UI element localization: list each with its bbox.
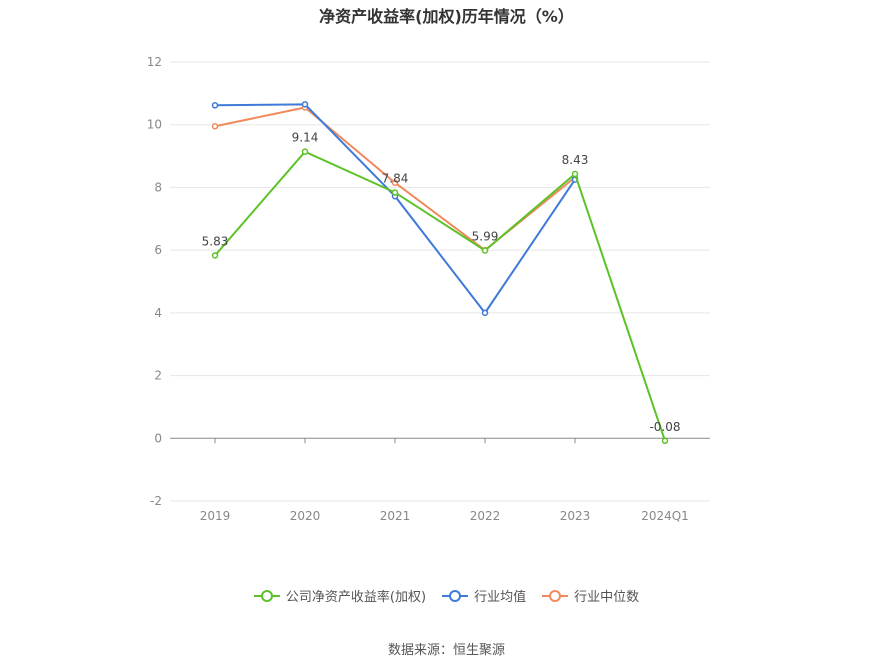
legend-label: 行业中位数	[574, 590, 640, 605]
data-point	[661, 437, 669, 445]
chart-title: 净资产收益率(加权)历年情况（%）	[319, 7, 574, 26]
x-tick-label: 2021	[380, 509, 411, 523]
series-line	[214, 150, 666, 442]
y-tick-label: 2	[154, 369, 162, 383]
data-source-note: 数据来源：恒生聚源	[387, 643, 505, 658]
data-point	[301, 101, 309, 108]
series-lines	[211, 101, 669, 445]
y-tick-label: 6	[154, 243, 162, 257]
data-point	[211, 102, 219, 109]
data-label: 9.14	[292, 131, 319, 145]
legend-label: 公司净资产收益率(加权)	[285, 590, 427, 605]
x-tick-label: 2023	[560, 509, 591, 523]
series-line	[214, 103, 576, 315]
data-point	[391, 179, 399, 186]
data-point	[211, 123, 219, 130]
legend-swatch-icon	[442, 589, 469, 602]
legend-item[interactable]: 公司净资产收益率(加权)	[253, 586, 427, 605]
axes: -2 0 2 4 6 8 10 12 2019 2020 2021 2022 2023 2024Q1	[147, 55, 710, 523]
legend-item[interactable]: 行业均值	[442, 586, 526, 605]
data-label: 7.84	[382, 171, 409, 185]
x-tick-label: 2022	[470, 509, 501, 523]
legend-label: 行业均值	[474, 590, 527, 605]
y-tick-label: 4	[154, 306, 162, 320]
grid-lines	[170, 61, 710, 502]
y-tick-label: 10	[147, 118, 162, 132]
legend-swatch-icon	[542, 589, 569, 602]
data-point	[211, 252, 219, 259]
data-label: 5.83	[202, 234, 229, 248]
y-tick-label: 12	[147, 55, 162, 69]
data-label: 5.99	[472, 229, 499, 243]
legend-item[interactable]: 行业中位数	[542, 586, 639, 605]
x-tick-label: 2020	[290, 509, 321, 523]
data-labels: 5.83 9.14 7.84 5.99 8.43 -0.08	[202, 131, 681, 434]
data-label: -0.08	[649, 420, 680, 434]
legend-swatch-icon	[253, 589, 280, 602]
y-tick-label: 0	[154, 431, 162, 445]
y-tick-label: -2	[150, 494, 162, 508]
legend: 公司净资产收益率(加权) 行业均值 行业中位数	[0, 586, 893, 605]
data-point	[481, 247, 489, 254]
data-point	[301, 148, 309, 155]
y-tick-label: 8	[154, 180, 162, 194]
data-label: 8.43	[562, 153, 589, 167]
data-point	[571, 170, 579, 178]
data-point	[391, 189, 399, 196]
x-tick-label: 2024Q1	[641, 509, 689, 523]
data-point	[481, 309, 489, 317]
x-tick-label: 2019	[200, 509, 231, 523]
